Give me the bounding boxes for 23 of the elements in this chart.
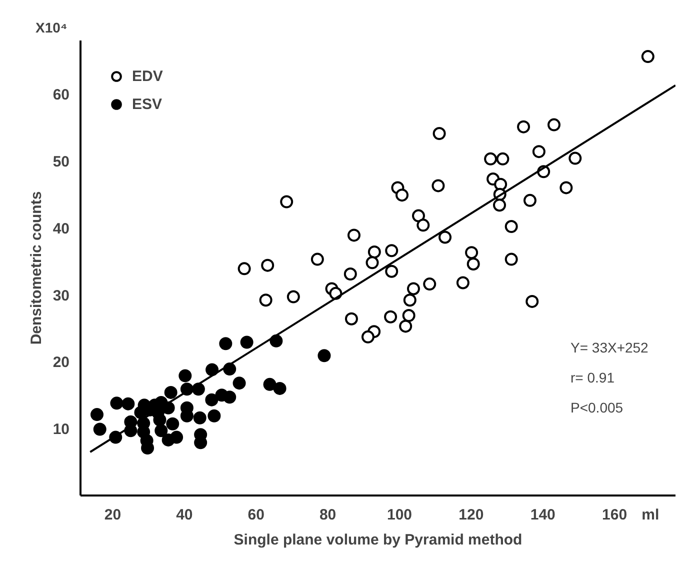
annotation: Y= 33X+252 [570, 340, 649, 356]
y-axis-title: Densitometric counts [28, 191, 45, 345]
y-tick-label: 10 [52, 421, 70, 438]
legend-label: ESV [132, 96, 162, 112]
x-tick-label: 40 [176, 506, 193, 524]
y-tick-label: 30 [52, 287, 70, 304]
x-tick-label: 160 [602, 506, 628, 524]
y-tick-label: 20 [52, 354, 70, 372]
x-tick-label: ml [642, 506, 660, 524]
x-tick-label: 20 [104, 506, 122, 524]
text: X10⁴ [36, 20, 68, 36]
y-tick-label: 50 [52, 153, 70, 170]
annotation: r= 0.91 [570, 370, 615, 386]
x-tick-label: 120 [458, 506, 484, 524]
y-tick-label: 40 [52, 220, 70, 238]
x-tick-label: 60 [248, 506, 264, 524]
x-tick-label: 140 [530, 506, 556, 524]
legend-label: EDV [132, 68, 163, 84]
x-tick-label: 100 [386, 506, 412, 524]
annotation: P<0.005 [570, 400, 624, 416]
x-axis-title: Single plane volume by Pyramid method [234, 532, 522, 548]
y-tick-label: 60 [52, 86, 70, 104]
x-tick-label: 80 [319, 506, 336, 524]
